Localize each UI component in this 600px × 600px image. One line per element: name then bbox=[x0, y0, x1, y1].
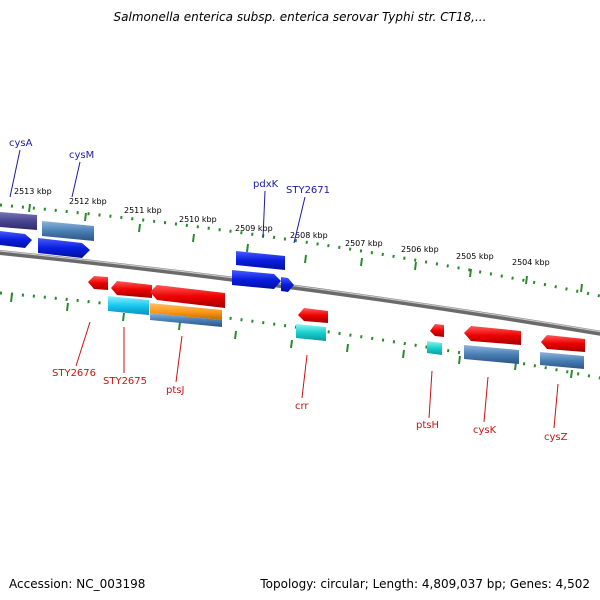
gene-STY2676-arrow bbox=[88, 276, 108, 290]
feature-crr-cds bbox=[296, 324, 326, 341]
gene-STY2675-arrow bbox=[111, 281, 152, 298]
reverse-features bbox=[108, 296, 584, 369]
scale-label-2509: 2509 kbp bbox=[235, 224, 273, 233]
accession-text: Accession: NC_003198 bbox=[9, 577, 146, 591]
gene-cysZ-arrow bbox=[541, 335, 585, 352]
gene-label-STY2676: STY2676 bbox=[52, 368, 96, 379]
gene-pdxK-arrow bbox=[232, 270, 281, 289]
gene-label-crr: crr bbox=[295, 401, 309, 412]
gene-ptsH-arrow bbox=[430, 324, 444, 337]
feature-STY2675-cds bbox=[108, 296, 149, 315]
gene-label-ptsH: ptsH bbox=[416, 420, 439, 431]
gene-label-STY2671: STY2671 bbox=[286, 185, 330, 196]
gene-crr-arrow bbox=[298, 308, 328, 323]
gene-label-STY2675: STY2675 bbox=[103, 376, 147, 387]
scale-label-2508: 2508 kbp bbox=[290, 231, 328, 240]
gene-label-pdxK: pdxK bbox=[253, 179, 279, 190]
feature-cysZ-cds bbox=[540, 352, 584, 369]
topology-text: Topology: circular; Length: 4,809,037 bp… bbox=[260, 577, 590, 591]
forward-genes bbox=[0, 231, 294, 292]
feature-cysA-cds bbox=[0, 212, 37, 230]
gene-cysK-arrow bbox=[464, 326, 521, 345]
gene-label-cysM: cysM bbox=[69, 150, 94, 161]
scale-label-2511: 2511 kbp bbox=[124, 206, 162, 215]
feature-ptsJ-cds-orange bbox=[150, 303, 222, 320]
scale-label-2512: 2512 kbp bbox=[69, 197, 107, 206]
scale-label-2507: 2507 kbp bbox=[345, 239, 383, 248]
genome-backbone bbox=[0, 250, 600, 336]
scale-label-2513: 2513 kbp bbox=[14, 187, 52, 196]
scale-label-2506: 2506 kbp bbox=[401, 245, 439, 254]
gene-ptsJ-arrow bbox=[150, 285, 225, 308]
reverse-genes bbox=[88, 276, 585, 352]
gene-label-cysA: cysA bbox=[9, 138, 33, 149]
gene-cysA-arrow bbox=[0, 231, 32, 248]
forward-major-ticks bbox=[28, 203, 583, 293]
gene-label-cysK: cysK bbox=[473, 425, 497, 436]
forward-features bbox=[0, 212, 285, 270]
reverse-major-ticks bbox=[10, 293, 573, 379]
scale-label-2505: 2505 kbp bbox=[456, 252, 494, 261]
feature-ptsJ-cds-steel bbox=[150, 313, 222, 327]
feature-ptsH-cds bbox=[427, 341, 442, 355]
forward-label-leaders bbox=[9, 149, 306, 244]
gene-label-ptsJ: ptsJ bbox=[166, 385, 184, 396]
feature-pdxK-cds bbox=[236, 251, 285, 270]
scale-label-2504: 2504 kbp bbox=[512, 258, 550, 267]
feature-cysM-cds bbox=[42, 221, 94, 241]
gene-STY2671-arrow bbox=[281, 277, 294, 292]
gene-label-cysZ: cysZ bbox=[544, 432, 568, 443]
scale-label-2510: 2510 kbp bbox=[179, 215, 217, 224]
feature-cysK-cds bbox=[464, 345, 519, 364]
gene-cysM-arrow bbox=[38, 238, 90, 258]
map-title: Salmonella enterica subsp. enterica sero… bbox=[113, 10, 487, 24]
reverse-label-leaders bbox=[75, 321, 559, 429]
